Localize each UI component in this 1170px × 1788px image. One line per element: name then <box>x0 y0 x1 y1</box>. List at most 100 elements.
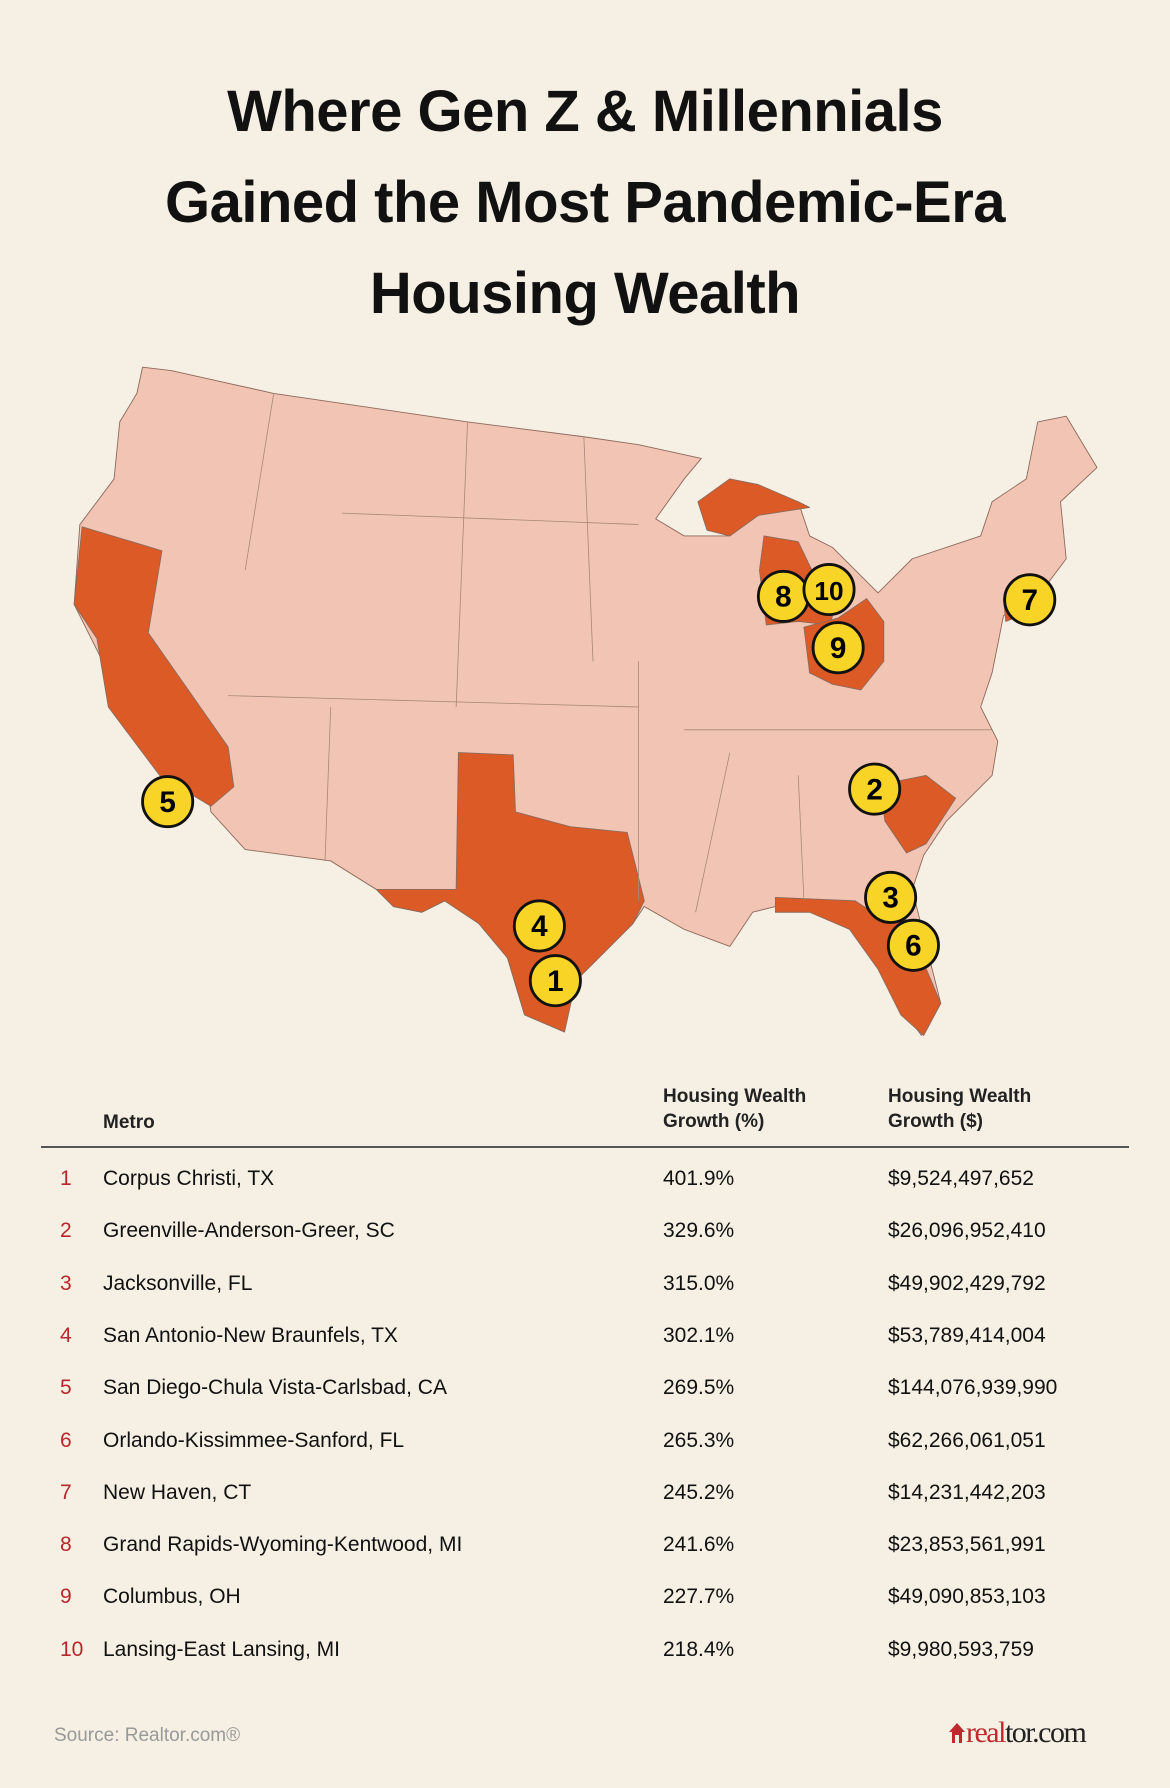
header-usd-line: Housing Wealth <box>888 1086 1032 1107</box>
cell-usd: $23,853,561,991 <box>888 1533 1046 1557</box>
cell-pct: 302.1% <box>663 1323 735 1347</box>
cell-pct: 329.6% <box>663 1219 735 1243</box>
table-row: 4 San Antonio-New Braunfels, TX 302.1% $53,… <box>0 1324 1170 1354</box>
table-row: 8 Grand Rapids-Wyoming-Kentwood, MI 241.6%… <box>0 1533 1170 1563</box>
cell-rank: 10 <box>60 1637 84 1661</box>
state-border <box>244 393 275 571</box>
marker-label: 5 <box>159 786 175 819</box>
source-note: Source: Realtor.com® <box>54 1725 241 1746</box>
table-row: 6 Orlando-Kissimmee-Sanford, FL 265.3% $62,… <box>0 1429 1170 1459</box>
cell-metro: Orlando-Kissimmee-Sanford, FL <box>103 1428 405 1452</box>
header-pct: Housing Wealth Growth (%) <box>663 1084 806 1134</box>
cell-usd: $26,096,952,410 <box>888 1219 1046 1243</box>
cell-usd: $49,090,853,103 <box>888 1585 1046 1609</box>
marker-circle <box>811 621 865 675</box>
title-line: Housing Wealth <box>369 261 801 326</box>
cell-usd: $14,231,442,203 <box>888 1480 1046 1504</box>
table-row: 10 Lansing-East Lansing, MI 218.4% $9,980,5… <box>0 1638 1170 1668</box>
cell-rank: 1 <box>60 1167 72 1190</box>
cell-usd: $9,524,497,652 <box>888 1167 1034 1190</box>
rank-marker: 7 <box>1003 573 1057 627</box>
page-title: Where Gen Z & Millennials Gained the Mos… <box>0 66 1170 339</box>
marker-label: 7 <box>1021 584 1037 617</box>
marker-circle <box>512 899 566 953</box>
house-icon <box>949 1723 965 1743</box>
cell-usd: $9,980,593,759 <box>888 1637 1034 1661</box>
state-border <box>695 752 731 913</box>
cell-pct: 218.4% <box>663 1637 735 1661</box>
cell-rank: 4 <box>60 1323 72 1347</box>
table-row: 3 Jacksonville, FL 315.0% $49,902,429,792 <box>0 1272 1170 1302</box>
cell-usd: $49,902,429,792 <box>888 1271 1046 1295</box>
cell-rank: 5 <box>60 1376 72 1400</box>
marker-circle <box>141 775 195 829</box>
marker-circle <box>802 563 856 617</box>
marker-circle <box>528 954 582 1008</box>
marker-label: 2 <box>866 773 882 806</box>
logo-text-dark: tor.com <box>1004 1716 1087 1749</box>
rank-marker: 8 <box>756 569 810 623</box>
marker-circle <box>864 870 918 924</box>
marker-label: 9 <box>830 632 846 665</box>
rank-marker: 2 <box>848 762 902 816</box>
state-TX <box>375 752 645 1033</box>
state-border <box>228 695 639 708</box>
cell-pct: 269.5% <box>663 1376 735 1400</box>
header-pct-line: Growth (%) <box>663 1111 765 1132</box>
marker-circle <box>886 918 940 972</box>
cell-rank: 9 <box>60 1585 72 1609</box>
state-border <box>342 512 639 525</box>
marker-label: 10 <box>814 576 843 606</box>
table-row: 5 San Diego-Chula Vista-Carlsbad, CA 269.5… <box>0 1376 1170 1406</box>
state-MI-upper <box>697 478 811 537</box>
cell-rank: 8 <box>60 1533 72 1557</box>
cell-usd: $62,266,061,051 <box>888 1428 1046 1452</box>
header-usd-line: Growth ($) <box>888 1111 983 1132</box>
table-row: 7 New Haven, CT 245.2% $14,231,442,203 <box>0 1481 1170 1511</box>
rank-marker: 6 <box>886 918 940 972</box>
cell-metro: San Antonio-New Braunfels, TX <box>103 1323 398 1347</box>
cell-metro: New Haven, CT <box>103 1480 252 1504</box>
state-border <box>583 436 594 662</box>
marker-label: 4 <box>531 910 548 943</box>
rank-marker: 10 <box>802 563 856 617</box>
title-line: Gained the Most Pandemic-Era <box>164 170 1006 235</box>
marker-label: 6 <box>905 930 921 963</box>
cell-rank: 6 <box>60 1428 72 1452</box>
marker-label: 3 <box>882 882 898 915</box>
cell-rank: 3 <box>60 1271 72 1295</box>
cell-pct: 241.6% <box>663 1533 735 1557</box>
cell-metro: Jacksonville, FL <box>103 1271 253 1295</box>
rank-marker: 9 <box>811 621 865 675</box>
cell-pct: 401.9% <box>663 1167 735 1190</box>
header-usd: Housing Wealth Growth ($) <box>888 1084 1031 1134</box>
cell-metro: Lansing-East Lansing, MI <box>103 1637 340 1661</box>
cell-rank: 2 <box>60 1219 72 1243</box>
state-border <box>455 421 468 708</box>
marker-label: 8 <box>775 581 791 614</box>
table-row: 9 Columbus, OH 227.7% $49,090,853,103 <box>0 1585 1170 1615</box>
cell-pct: 265.3% <box>663 1428 735 1452</box>
cell-usd: $53,789,414,004 <box>888 1323 1046 1347</box>
cell-metro: San Diego-Chula Vista-Carlsbad, CA <box>103 1376 447 1400</box>
cell-usd: $144,076,939,990 <box>888 1376 1058 1400</box>
rank-marker: 4 <box>512 899 566 953</box>
header-pct-line: Housing Wealth <box>663 1086 807 1107</box>
title-line: Where Gen Z & Millennials <box>227 79 943 144</box>
cell-pct: 245.2% <box>663 1480 735 1504</box>
state-border <box>324 706 332 861</box>
cell-pct: 315.0% <box>663 1271 735 1295</box>
header-metro: Metro <box>103 1112 155 1133</box>
cell-metro: Grand Rapids-Wyoming-Kentwood, MI <box>103 1533 463 1557</box>
rank-marker: 3 <box>864 870 918 924</box>
header-divider <box>41 1146 1129 1148</box>
cell-metro: Columbus, OH <box>103 1585 241 1609</box>
marker-circle <box>1003 573 1057 627</box>
table-row: 1 Corpus Christi, TX 401.9% $9,524,497,652 <box>0 1167 1170 1197</box>
state-CA <box>73 526 235 807</box>
logo-text-red: real <box>966 1716 1006 1749</box>
rank-marker: 5 <box>141 775 195 829</box>
rank-marker: 1 <box>528 954 582 1008</box>
table-row: 2 Greenville-Anderson-Greer, SC 329.6% $26,… <box>0 1219 1170 1249</box>
